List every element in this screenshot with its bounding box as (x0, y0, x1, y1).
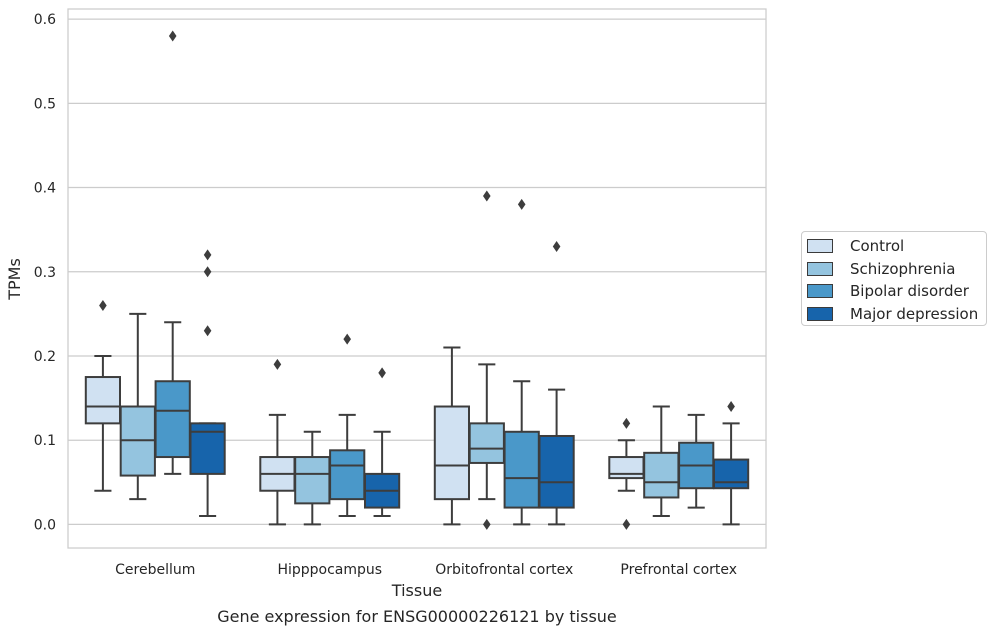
y-tick-label: 0.3 (34, 265, 56, 281)
box-schizophrenia (468, 190, 505, 530)
box-body (643, 451, 680, 499)
y-tick-label: 0.6 (34, 12, 56, 28)
box-schizophrenia (119, 312, 156, 501)
x-tick-label: Prefrontal cortex (620, 562, 737, 578)
plot-frame (67, 8, 767, 549)
legend-label-schizophrenia: Schizophrenia (850, 259, 956, 278)
box-control (259, 358, 296, 526)
outlier-point (483, 518, 491, 530)
outlier-point (727, 401, 735, 413)
legend-item-bipolar-disorder: Bipolar disorder (807, 280, 986, 303)
box-bipolar-disorder (678, 413, 715, 509)
outlier-point (622, 518, 631, 530)
x-axis-label: Tissue (391, 581, 442, 600)
box-major-depression (712, 401, 750, 526)
box-body (503, 430, 540, 509)
y-axis-label: TPMs (5, 258, 24, 301)
legend-item-control: Control (807, 235, 986, 258)
y-tick-label: 0.4 (34, 181, 56, 197)
box-body (538, 434, 575, 509)
box-body (712, 458, 750, 490)
x-tick-labels: Cerebellum Hipppocampus Orbitofrontal cort… (115, 562, 737, 578)
box-body (84, 376, 122, 425)
chart-caption: Gene expression for ENSG00000226121 by t… (217, 607, 617, 626)
outlier-point (203, 325, 212, 337)
legend-label-major-depression: Major depression (850, 304, 979, 323)
y-tick-labels: 0.0 0.1 0.2 0.3 0.4 0.5 0.6 (34, 12, 56, 533)
legend-item-schizophrenia: Schizophrenia (807, 258, 986, 281)
legend-swatch-major-depression (807, 306, 833, 321)
outlier-point (273, 358, 282, 370)
legend-swatch-bipolar-disorder (807, 284, 833, 299)
y-tick-label: 0.5 (34, 96, 56, 112)
x-tick-label: Hipppocampus (277, 562, 382, 578)
box-body (154, 380, 191, 459)
box-body (468, 422, 505, 464)
legend-item-major-depression: Major depression (807, 303, 986, 326)
outlier-point (99, 299, 107, 311)
outlier-point (168, 30, 177, 42)
outlier-point (203, 249, 212, 261)
outlier-point (203, 266, 212, 278)
box-major-depression (189, 249, 226, 517)
x-tick-label: Cerebellum (115, 562, 195, 578)
y-tick-label: 0.0 (34, 517, 56, 533)
outlier-point (517, 198, 526, 210)
x-tick-label: Orbitofrontal cortex (435, 562, 573, 578)
legend-swatch-control (807, 239, 833, 254)
box-body (329, 449, 366, 501)
box-schizophrenia (643, 405, 680, 517)
y-tick-label: 0.1 (34, 433, 56, 449)
box-body (608, 456, 645, 480)
legend-label-control: Control (850, 237, 905, 256)
outlier-point (622, 417, 631, 429)
outlier-point (552, 240, 561, 252)
box-body (433, 405, 471, 501)
box-body (294, 456, 331, 505)
boxes-layer (84, 30, 750, 530)
box-major-depression (538, 240, 575, 526)
outlier-point (483, 190, 491, 202)
legend-swatch-schizophrenia (807, 261, 833, 276)
box-bipolar-disorder (154, 30, 191, 475)
box-major-depression (363, 367, 401, 517)
box-control (84, 299, 122, 492)
legend: Control Schizophrenia Bipolar disorder M… (801, 231, 987, 326)
legend-label-bipolar-disorder: Bipolar disorder (850, 282, 969, 301)
box-bipolar-disorder (503, 198, 540, 526)
y-tick-label: 0.2 (34, 349, 56, 365)
outlier-point (378, 367, 386, 379)
outlier-point (343, 333, 351, 345)
